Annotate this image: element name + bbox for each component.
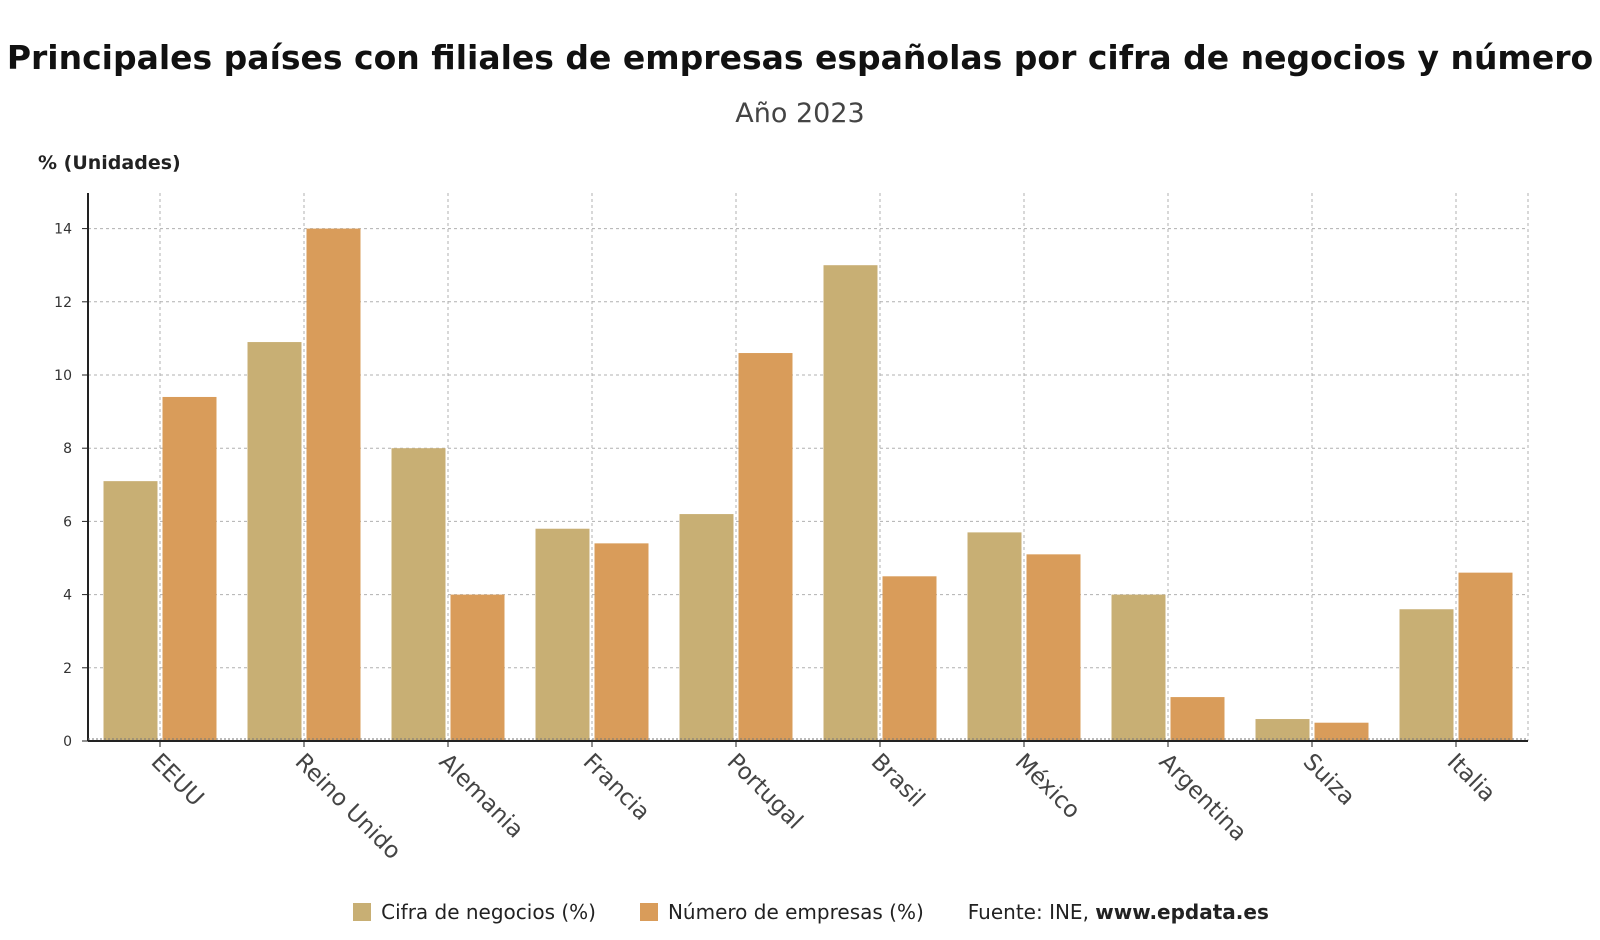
bar-numero-empresas xyxy=(1170,697,1225,741)
x-tick-label: Portugal xyxy=(722,749,808,835)
bar-numero-empresas xyxy=(1458,572,1513,741)
bar-cifra-negocios xyxy=(1399,609,1454,741)
chart-title: Principales países con filiales de empre… xyxy=(6,38,1594,77)
y-tick-label: 6 xyxy=(63,514,72,530)
y-axis-label: % (Unidades) xyxy=(38,152,181,174)
legend-label-cifra: Cifra de negocios (%) xyxy=(381,900,596,924)
bar-numero-empresas xyxy=(1314,722,1369,741)
x-tick-label: Argentina xyxy=(1154,749,1252,847)
bar-numero-empresas xyxy=(162,396,217,741)
bar-cifra-negocios xyxy=(823,265,878,741)
legend-swatch-numero xyxy=(639,903,658,921)
x-tick-label: México xyxy=(1010,749,1085,824)
bar-numero-empresas xyxy=(882,576,937,741)
source-note: Fuente: INE, www.epdata.es xyxy=(968,900,1269,924)
bar-cifra-negocios xyxy=(391,448,446,741)
y-tick-label: 12 xyxy=(54,295,72,311)
x-tick-label: Francia xyxy=(578,749,655,826)
bar-cifra-negocios xyxy=(103,481,158,741)
y-tick-label: 4 xyxy=(63,588,72,604)
x-tick-label: Alemania xyxy=(434,749,529,844)
y-tick-label: 14 xyxy=(54,222,72,238)
bar-cifra-negocios xyxy=(247,342,302,741)
source-url: www.epdata.es xyxy=(1095,900,1269,924)
x-tick-label: Suiza xyxy=(1298,749,1360,811)
bar-cifra-negocios xyxy=(535,528,590,741)
source-label: Fuente: INE, xyxy=(967,900,1089,924)
bar-numero-empresas xyxy=(450,594,505,741)
bar-chart: 0 2 4 6 8 10 12 14 EEUU Reino Unido Alemania Franci… xyxy=(54,193,1529,865)
legend-item-numero: Número de empresas (%) xyxy=(639,900,924,924)
x-tick-label: EEUU xyxy=(146,749,209,812)
y-tick-label: 10 xyxy=(54,368,72,384)
legend-label-numero: Número de empresas (%) xyxy=(667,900,924,924)
y-tick-label: 0 xyxy=(63,734,72,750)
y-tick-label: 8 xyxy=(63,441,72,457)
bar-numero-empresas xyxy=(738,353,793,741)
y-tick-label: 2 xyxy=(63,661,72,677)
bar-numero-empresas xyxy=(594,543,649,741)
bar-cifra-negocios xyxy=(679,514,734,741)
x-tick-label: Italia xyxy=(1442,749,1501,808)
bar-numero-empresas xyxy=(306,228,361,742)
bar-cifra-negocios xyxy=(1111,594,1166,741)
chart-subtitle: Año 2023 xyxy=(735,98,865,129)
legend-item-cifra: Cifra de negocios (%) xyxy=(353,900,596,924)
x-tick-label: Brasil xyxy=(866,749,930,813)
legend: Cifra de negocios (%) Número de empresas… xyxy=(0,900,1600,924)
bar-numero-empresas xyxy=(1026,554,1081,741)
legend-swatch-cifra xyxy=(353,903,372,921)
bar-cifra-negocios xyxy=(1255,719,1310,741)
bar-cifra-negocios xyxy=(967,532,1022,741)
x-tick-label: Reino Unido xyxy=(290,749,406,865)
